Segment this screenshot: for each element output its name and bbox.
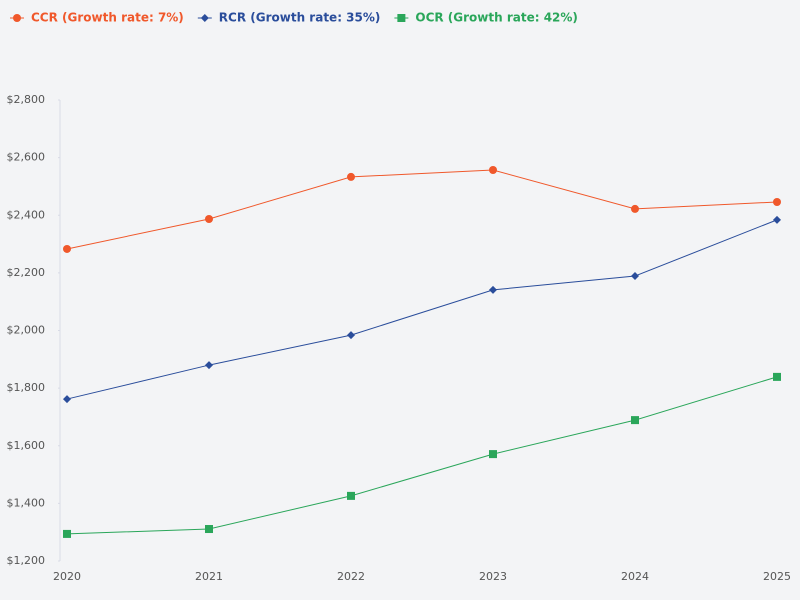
x-tick-label: 2022 [337,570,365,583]
marker [63,244,71,253]
y-tick-label: $1,800 [7,381,46,394]
y-tick-label: $2,000 [7,324,46,337]
x-tick-label: 2024 [621,570,649,583]
marker [205,525,213,534]
marker [63,395,71,404]
marker [773,215,781,224]
marker [631,272,639,281]
y-tick-label: $1,400 [7,496,46,509]
marker [773,372,781,381]
marker [347,172,355,181]
x-tick-label: 2021 [195,570,223,583]
marker [489,166,497,175]
marker [489,450,497,459]
marker [489,285,497,294]
marker [200,14,209,22]
y-tick-label: $1,600 [7,439,46,452]
marker [631,416,639,425]
legend-label: CCR (Growth rate: 7%) [31,11,184,25]
marker [773,197,781,206]
y-tick-label: $2,400 [7,208,46,221]
series-line [66,219,778,400]
marker [631,204,639,213]
marker [205,214,213,223]
marker [13,14,21,22]
x-tick-label: 2020 [53,570,81,583]
marker [347,331,355,340]
series-line [66,376,778,535]
series-line [66,169,778,250]
legend-label: RCR (Growth rate: 35%) [219,11,381,25]
legend-label: OCR (Growth rate: 42%) [415,11,578,25]
y-tick-label: $2,800 [7,93,46,106]
y-tick-label: $1,200 [7,554,46,567]
marker [205,361,213,370]
x-tick-label: 2023 [479,570,507,583]
y-tick-label: $2,600 [7,151,46,164]
x-tick-label: 2025 [763,570,791,583]
marker [397,14,406,22]
marker [63,529,71,538]
y-tick-label: $2,200 [7,266,46,279]
marker [347,491,355,500]
